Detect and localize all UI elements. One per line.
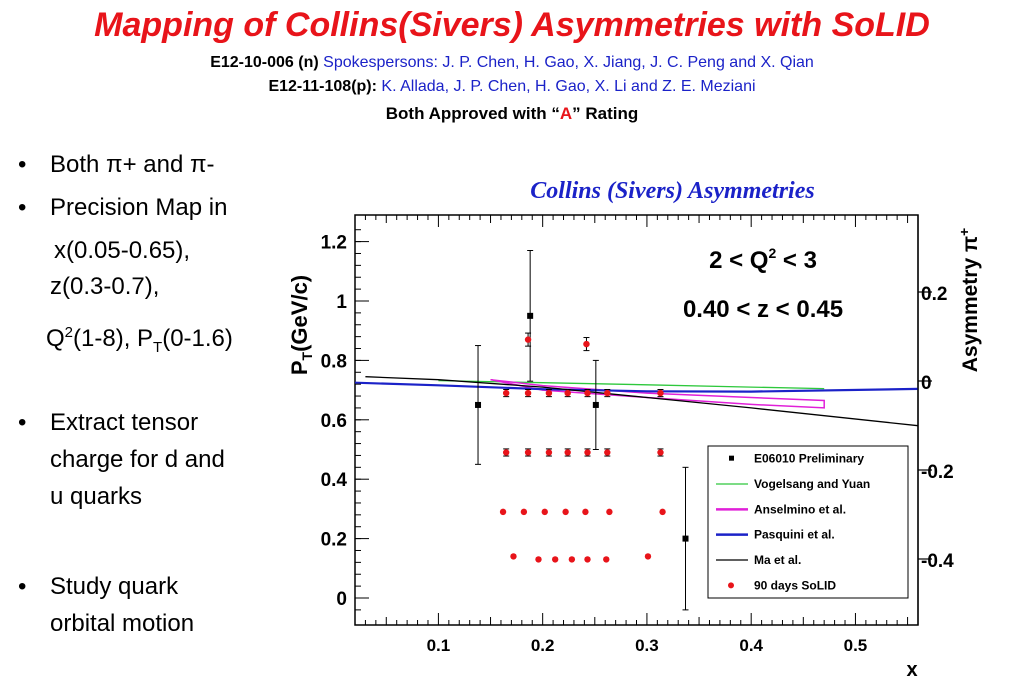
pasquini-et-al-legend-label: Pasquini et al.: [754, 528, 835, 542]
x-tick-label: 0.1: [427, 636, 451, 655]
90-days-solid-point: [583, 340, 590, 348]
annotation-q2: 2 < Q2 < 3: [709, 245, 817, 274]
e06010-preliminary-point: [682, 535, 689, 542]
90-days-solid-point: [524, 389, 532, 397]
vogelsang-and-yuan-legend-label: Vogelsang and Yuan: [754, 477, 870, 491]
bullet-2-z-range: z(0.3-0.7),: [50, 273, 160, 300]
approval-pre: Both Approved with “: [385, 104, 560, 123]
y-left-tick-label: 0.2: [321, 530, 347, 551]
y-right-tick-label: 0: [921, 373, 932, 394]
90-days-solid-point: [584, 449, 591, 456]
experiment-id-n: E12-10-006 (n): [210, 54, 319, 71]
bullet-2-q2-pt-range: Q2(1-8), PT(0-1.6): [46, 324, 233, 356]
pasquini-et-al-curve: [354, 381, 919, 393]
y-axis-left-label: PT(GeV/c): [287, 275, 315, 375]
y-right-tick-label: 0.2: [921, 284, 947, 305]
90-days-solid-point: [604, 389, 611, 397]
90-days-solid-point: [545, 449, 553, 456]
bullet-1-text: Both π+ and π-: [50, 151, 215, 178]
approval-line: Both Approved with “A” Rating: [0, 104, 1024, 124]
90-days-solid-point: [644, 553, 652, 560]
y-right-tick-label: -0.4: [921, 551, 954, 572]
90-days-solid-point: [545, 389, 553, 397]
bullet-3-line-2: charge for d and: [50, 446, 225, 473]
90-days-solid-point: [524, 336, 532, 343]
y-right-tick-label: -0.2: [921, 462, 954, 483]
annotation-z: 0.40 < z < 0.45: [683, 296, 843, 323]
spokespersons-n: Spokespersons: J. P. Chen, H. Gao, X. Ji…: [323, 54, 814, 71]
90-days-solid-point: [520, 508, 528, 516]
90-days-solid-point: [659, 508, 666, 516]
x-tick-label: 0.2: [531, 636, 555, 655]
90-days-solid-point: [606, 508, 613, 516]
e06010-preliminary-point: [592, 401, 599, 408]
bullet-dot: •: [18, 194, 27, 221]
ma-et-al-curve: [365, 376, 919, 427]
y-axis-right-label: Asymmetry π+: [956, 228, 982, 373]
bullet-dot: •: [18, 151, 27, 178]
spokespersons-p: K. Allada, J. P. Chen, H. Gao, X. Li and…: [381, 78, 756, 95]
data-points: [475, 250, 689, 611]
bullet-dot: •: [18, 409, 27, 436]
90-days-solid-point: [535, 556, 542, 563]
slide-title: Mapping of Collins(Sivers) Asymmetries w…: [94, 6, 930, 44]
90-days-solid-point: [502, 449, 510, 456]
e06010-preliminary-legend-marker: [729, 455, 734, 461]
90-days-solid-point: [524, 449, 532, 456]
90-days-solid-point: [551, 556, 559, 563]
90-days-solid-point: [657, 389, 664, 397]
subtitle-line-1: E12-10-006 (n) Spokespersons: J. P. Chen…: [0, 53, 1024, 73]
90-days-solid-point: [510, 553, 517, 560]
bullet-4-line-2: orbital motion: [50, 610, 195, 637]
90-days-solid-point: [584, 389, 591, 397]
vogelsang-and-yuan-curve: [438, 379, 825, 390]
90-days-solid-point: [604, 449, 611, 456]
90-days-solid-point: [568, 556, 576, 563]
bullet-3-line-1: Extract tensor: [50, 409, 199, 436]
subtitle-line-2: E12-11-108(p): K. Allada, J. P. Chen, H.…: [0, 77, 1024, 97]
90-days-solid-point: [541, 508, 548, 516]
plot-frame: [354, 214, 919, 626]
90-days-solid-legend-marker: [728, 582, 734, 589]
90-days-solid-point: [582, 508, 589, 516]
x-axis-label: x: [906, 659, 917, 681]
axes: 0.1 0.2 0.3 0.4 0.5 0 0.2 0.4 0.6 0.8 1 1.2 0.2 0 -0.2…: [321, 215, 954, 655]
90-days-solid-point: [657, 449, 664, 456]
theory-curves: [354, 376, 919, 427]
approval-post: ” Rating: [572, 104, 639, 123]
y-left-tick-label: 0.8: [321, 351, 347, 372]
ma-et-al-legend-label: Ma et al.: [754, 553, 801, 567]
90-days-solid-legend-label: 90 days SoLID: [754, 578, 836, 592]
e06010-preliminary-point: [475, 401, 482, 408]
y-left-tick-label: 1: [336, 292, 347, 313]
chart-title: Collins (Sivers) Asymmetries: [530, 178, 815, 204]
bullet-2-x-range: x(0.05-0.65),: [54, 237, 191, 264]
y-left-tick-label: 0.6: [321, 411, 347, 432]
legend: E06010 Preliminary Vogelsang and Yuan Anse…: [707, 445, 909, 599]
90-days-solid-point: [584, 556, 591, 563]
anselmino-et-al-legend-label: Anselmino et al.: [754, 502, 846, 516]
legend-box: [707, 445, 909, 599]
e06010-preliminary-point: [527, 312, 534, 319]
approval-rating: A: [559, 104, 573, 123]
90-days-solid-point: [502, 389, 510, 397]
x-tick-label: 0.4: [739, 636, 763, 655]
y-left-tick-label: 0.4: [321, 470, 348, 491]
e06010-preliminary-legend-label: E06010 Preliminary: [754, 452, 864, 466]
90-days-solid-point: [564, 389, 571, 397]
x-tick-label: 0.3: [635, 636, 659, 655]
y-left-tick-label: 1.2: [321, 233, 347, 254]
experiment-id-p: E12-11-108(p):: [268, 78, 377, 95]
bullet-2-text: Precision Map in: [50, 194, 228, 221]
90-days-solid-point: [564, 449, 571, 456]
bullet-3-line-3: u quarks: [50, 483, 143, 510]
90-days-solid-point: [603, 556, 610, 563]
bullet-dot: •: [18, 573, 27, 600]
y-left-tick-label: 0: [336, 589, 347, 610]
anselmino-et-al-band: [490, 378, 825, 409]
x-tick-label: 0.5: [844, 636, 868, 655]
90-days-solid-point: [499, 508, 507, 516]
bullet-4-line-1: Study quark: [50, 573, 179, 600]
90-days-solid-point: [562, 508, 569, 516]
